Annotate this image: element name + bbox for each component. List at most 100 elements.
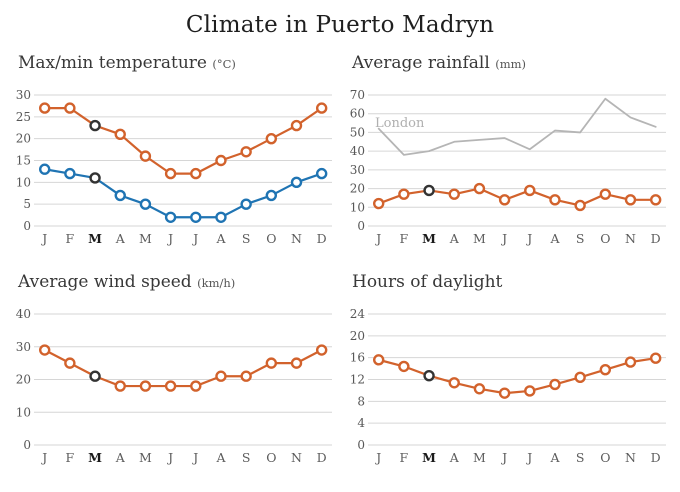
x-axis-label: O [600, 450, 610, 465]
x-axis-label: M [88, 450, 102, 465]
y-axis-label: 0 [23, 438, 31, 452]
y-axis-label: 25 [16, 110, 31, 124]
x-axis-label: N [625, 231, 636, 246]
x-axis-label: J [166, 231, 173, 246]
x-axis-label: M [139, 231, 152, 246]
y-axis-label: 24 [350, 307, 365, 321]
data-point [64, 357, 76, 369]
data-point [114, 189, 126, 202]
x-axis-label: J [191, 450, 198, 465]
x-axis-label: A [549, 231, 560, 246]
x-axis-label: M [139, 450, 152, 465]
x-axis-label: J [191, 231, 198, 246]
y-axis-label: 12 [350, 373, 365, 387]
data-point [215, 154, 227, 167]
data-point [549, 194, 561, 206]
data-point [39, 344, 51, 356]
data-point [649, 352, 662, 364]
x-axis-label: M [88, 231, 102, 246]
rainfall-chart: Average rainfall (mm) 0 10 20 30 40 50 60 70 J F M… [350, 52, 680, 251]
y-axis-label: 16 [350, 351, 365, 365]
x-axis-label: J [166, 450, 173, 465]
data-point [290, 119, 303, 132]
y-axis-label: 20 [16, 373, 31, 387]
x-axis-label: S [242, 231, 251, 246]
data-point [114, 128, 126, 140]
y-axis-label: 20 [16, 132, 31, 146]
x-axis-label: D [651, 450, 661, 465]
chart-unit: (mm) [495, 57, 527, 71]
x-axis-label: J [40, 231, 47, 246]
data-point [448, 377, 460, 389]
x-axis-label: D [317, 450, 327, 465]
data-point [373, 354, 385, 366]
data-point [139, 198, 152, 210]
y-axis-label: 60 [350, 107, 365, 121]
y-axis-label: 4 [357, 416, 365, 430]
data-point [448, 188, 460, 200]
x-axis-label: F [400, 231, 409, 246]
x-axis-label: A [215, 450, 226, 465]
data-point [498, 387, 511, 399]
x-axis-label: O [266, 231, 276, 246]
data-point [39, 163, 51, 175]
data-point [498, 194, 511, 206]
data-point [64, 167, 76, 180]
x-axis-label: J [500, 450, 507, 465]
x-axis-label: J [525, 450, 532, 465]
chart-heading: Hours of daylight [352, 271, 680, 294]
data-point [139, 380, 152, 392]
data-point [190, 380, 202, 392]
highlighted-data-point [423, 184, 435, 197]
london-line [377, 97, 657, 156]
wind-speed-line [43, 348, 323, 388]
x-axis-label: A [215, 231, 226, 246]
x-axis-label: N [291, 231, 302, 246]
daylight-line [377, 357, 657, 395]
x-axis-label: A [449, 450, 460, 465]
daylight-chart: Hours of daylight 0 4 8 12 16 20 24 J F M A M J J A S O N… [350, 271, 680, 470]
x-axis-label: A [115, 450, 126, 465]
chart-heading: Max/min temperature (°C) [18, 52, 346, 75]
chart-title: Average wind speed [18, 272, 192, 292]
data-point [599, 188, 612, 200]
data-point [398, 188, 410, 200]
chart-heading: Average wind speed (km/h) [18, 271, 346, 294]
x-axis-label: M [473, 231, 486, 246]
data-point [39, 102, 51, 114]
x-axis-label: J [525, 231, 532, 246]
x-axis-label: M [473, 450, 486, 465]
y-axis-label: 8 [357, 394, 365, 408]
y-axis-label: 10 [350, 200, 365, 214]
chart-unit: (°C) [212, 57, 236, 71]
data-point [624, 194, 637, 206]
data-point [215, 370, 227, 382]
x-axis-label: M [422, 450, 436, 465]
y-axis-label: 40 [350, 144, 365, 158]
data-point [215, 211, 227, 223]
x-axis-label: J [40, 450, 47, 465]
london-series-label: London [375, 116, 425, 131]
data-point [64, 102, 76, 114]
data-point [139, 150, 152, 162]
min-temperature-line [43, 168, 323, 219]
data-point [624, 356, 637, 368]
y-axis-label: 0 [357, 438, 365, 452]
data-point [599, 363, 612, 376]
data-point [524, 184, 536, 197]
data-point [190, 211, 202, 223]
data-point [265, 132, 278, 145]
data-point [315, 344, 328, 356]
highlighted-data-point [89, 172, 101, 184]
data-point [240, 146, 252, 158]
highlighted-data-point [89, 119, 101, 132]
x-axis-label: A [449, 231, 460, 246]
y-axis-label: 15 [16, 154, 31, 168]
data-point [473, 182, 486, 195]
charts-grid: Max/min temperature (°C) 0 5 10 15 20 25 30 J F M… [0, 52, 680, 470]
x-axis-label: O [600, 231, 610, 246]
y-axis-label: 50 [350, 125, 365, 139]
x-axis-label: O [266, 450, 276, 465]
